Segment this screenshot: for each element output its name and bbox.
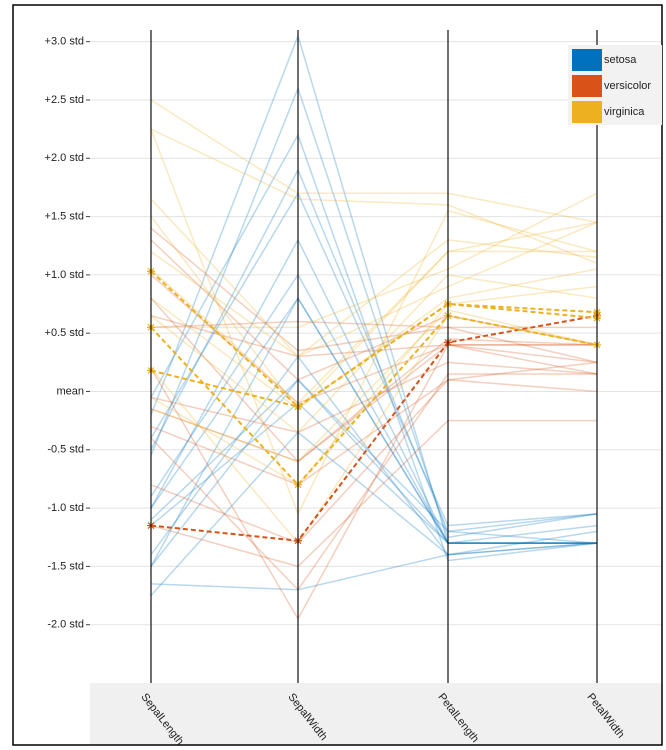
data-line [150, 373, 597, 591]
legend-label: versicolor [604, 80, 651, 92]
data-line [150, 221, 598, 405]
data-line [150, 320, 597, 329]
data-line [150, 344, 598, 463]
highlight-line [150, 314, 598, 487]
y-tick-label: -2.0 std [47, 619, 84, 631]
data-line [150, 33, 597, 544]
legend-swatch [572, 75, 602, 97]
highlight-line [150, 302, 598, 408]
y-tick-label: +3.0 std [45, 36, 84, 48]
y-tick-label: +2.0 std [45, 152, 84, 164]
data-line [150, 128, 598, 516]
data-line [150, 191, 598, 527]
data-line [150, 431, 598, 597]
data-line [150, 309, 598, 463]
y-tick-label: +2.5 std [45, 94, 84, 106]
data-line [151, 192, 598, 329]
data-line [150, 530, 598, 591]
data-line [150, 274, 598, 434]
y-tick-label: +1.5 std [45, 210, 84, 222]
data-line [150, 379, 598, 486]
y-tick-label: mean [56, 385, 84, 397]
data-line [150, 216, 597, 411]
y-tick-label: +1.0 std [45, 269, 84, 281]
axis-band [90, 683, 662, 745]
data-line [150, 344, 597, 621]
data-line [150, 314, 598, 545]
data-line [150, 133, 598, 562]
data-line [150, 402, 597, 544]
data-line [150, 273, 597, 544]
legend-label: setosa [604, 54, 637, 66]
data-line [150, 285, 598, 486]
data-line [150, 296, 597, 544]
y-tick-label: -1.5 std [47, 560, 84, 572]
data-line [150, 296, 598, 567]
data-line [150, 268, 598, 410]
data-line [150, 378, 598, 544]
data-line [150, 227, 598, 364]
data-line [150, 238, 597, 544]
data-line [150, 99, 598, 224]
data-line [150, 128, 598, 264]
data-line [150, 355, 598, 556]
data-line [150, 361, 598, 434]
frame [12, 4, 663, 746]
legend-swatch [572, 49, 602, 71]
data-line [150, 419, 597, 568]
legend-label: virginica [604, 106, 645, 118]
data-line [150, 361, 598, 544]
y-tick-label: -0.5 std [47, 444, 84, 456]
y-tick-label: +0.5 std [45, 327, 84, 339]
legend-swatch [572, 101, 602, 123]
data-line [150, 378, 597, 567]
y-tick-label: -1.0 std [47, 502, 84, 514]
data-line [150, 168, 598, 533]
data-line [150, 314, 597, 358]
data-line [150, 239, 598, 381]
data-line [150, 198, 598, 358]
highlight-line [150, 314, 598, 542]
data-line [150, 86, 598, 539]
data-line [150, 221, 598, 358]
